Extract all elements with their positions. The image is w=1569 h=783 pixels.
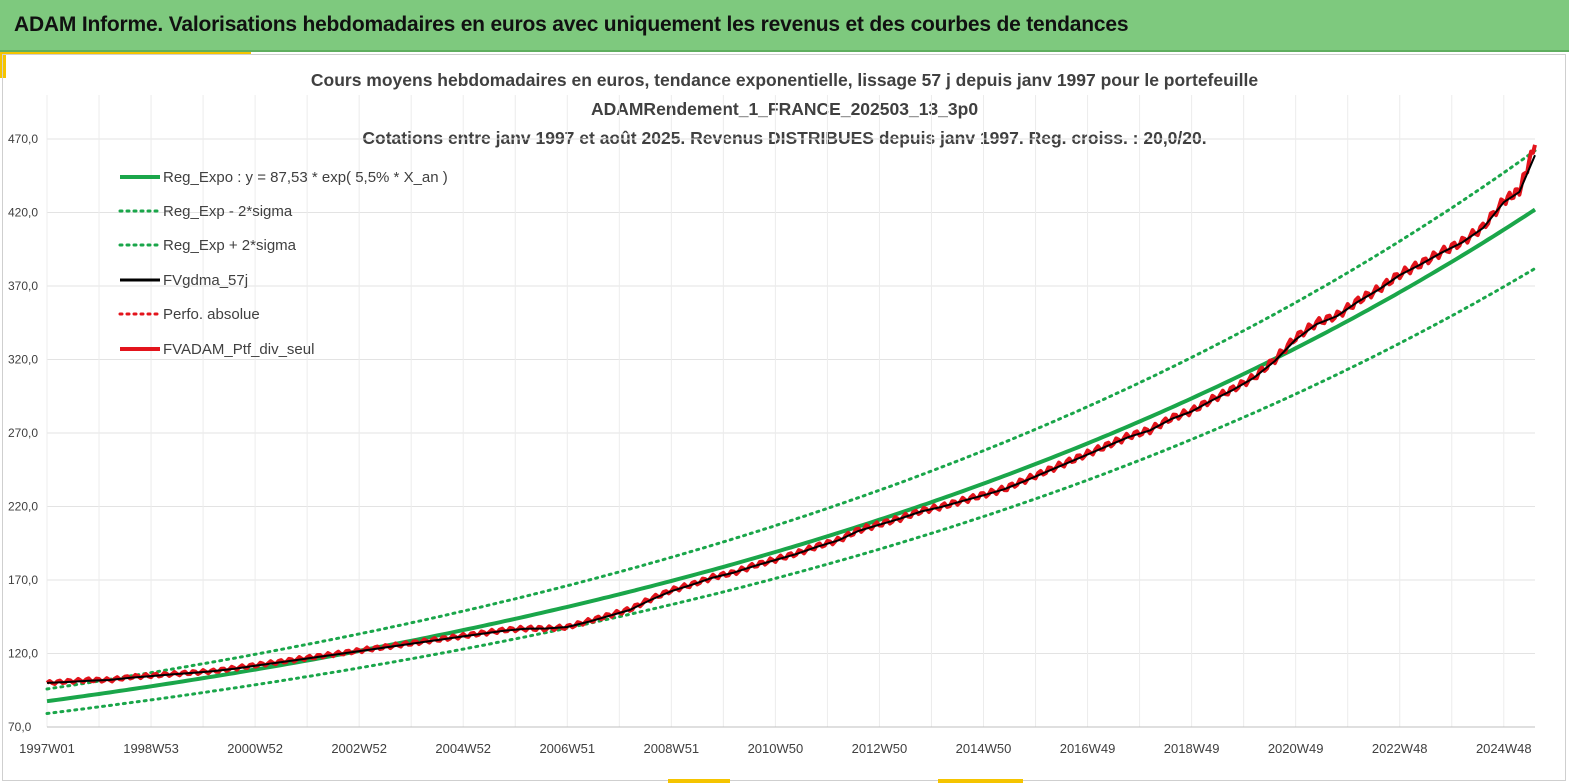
report-title: ADAM Informe. Valorisations hebdomadaire… xyxy=(14,13,1129,36)
report-header: ADAM Informe. Valorisations hebdomadaire… xyxy=(0,0,1569,52)
y-tick-label: 420,0 xyxy=(8,206,38,220)
series-reg-plus-2sigma xyxy=(45,149,1537,691)
chart-title-line-1: Cours moyens hebdomadaires en euros, ten… xyxy=(310,70,1259,90)
x-tick-label: 2012W50 xyxy=(852,741,908,756)
bottom-accent-2 xyxy=(938,779,1023,783)
x-tick-label: 1998W53 xyxy=(123,741,179,756)
y-tick-label: 320,0 xyxy=(8,353,38,367)
y-tick-label: 270,0 xyxy=(8,426,38,440)
bottom-accent-1 xyxy=(668,779,730,783)
y-tick-label: 120,0 xyxy=(8,647,38,661)
y-tick-label: 370,0 xyxy=(8,279,38,293)
y-tick-label: 170,0 xyxy=(8,573,38,587)
x-tick-label: 2004W52 xyxy=(435,741,491,756)
chart-title-line-2: ADAMRendement_1_FRANCE_202503_13_3p0 xyxy=(590,99,979,119)
legend-label: Reg_Exp + 2*sigma xyxy=(163,237,297,254)
x-tick-label: 2014W50 xyxy=(956,741,1012,756)
accent-bar-left xyxy=(0,52,6,78)
x-tick-label: 2018W49 xyxy=(1164,741,1220,756)
legend-label: Reg_Expo : y = 87,53 * exp( 5,5% * X_an … xyxy=(163,169,448,186)
x-tick-label: 2020W49 xyxy=(1268,741,1324,756)
x-tick-label: 2000W52 xyxy=(227,741,283,756)
series-fvgdma-57j xyxy=(46,154,1536,684)
series-reg-minus-2sigma xyxy=(45,267,1537,715)
x-tick-label: 2008W51 xyxy=(644,741,700,756)
x-tick-label: 2002W52 xyxy=(331,741,387,756)
chart-title-line-3: Cotations entre janv 1997 et août 2025. … xyxy=(362,128,1207,148)
accent-bar-top xyxy=(6,52,251,55)
x-tick-label: 2024W48 xyxy=(1476,741,1532,756)
x-tick-label: 1997W01 xyxy=(19,741,75,756)
legend-label: FVgdma_57j xyxy=(163,272,248,289)
x-tick-label: 2022W48 xyxy=(1372,741,1428,756)
y-tick-label: 70,0 xyxy=(8,720,32,734)
legend-label: FVADAM_Ptf_div_seul xyxy=(163,341,314,358)
series-reg-expo xyxy=(46,207,1537,704)
x-tick-label: 2010W50 xyxy=(748,741,804,756)
series-ptf-div-seul xyxy=(45,144,1537,686)
x-tick-label: 2006W51 xyxy=(539,741,595,756)
y-tick-label: 470,0 xyxy=(8,132,38,146)
x-tick-label: 2016W49 xyxy=(1060,741,1116,756)
legend-label: Reg_Exp - 2*sigma xyxy=(163,203,293,220)
y-tick-label: 220,0 xyxy=(8,500,38,514)
legend-label: Perfo. absolue xyxy=(163,306,260,323)
chart-frame xyxy=(2,54,1566,781)
